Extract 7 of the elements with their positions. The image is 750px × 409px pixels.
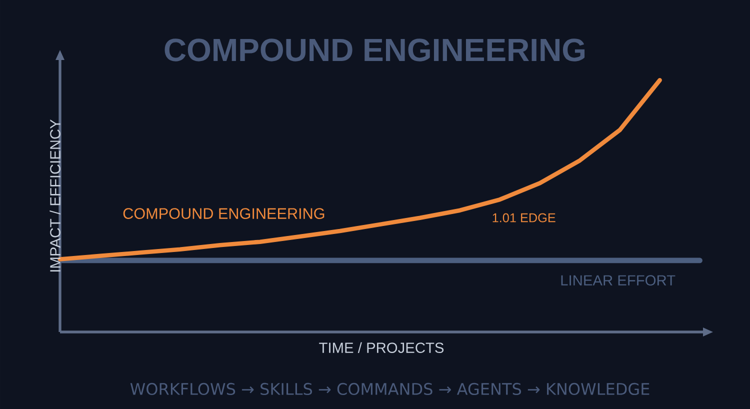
series-label: LINEAR EFFORT	[561, 275, 676, 286]
x-axis-title: TIME / PROJECTS	[319, 342, 444, 353]
y-axis-title: IMPACT / EFFICIENCY	[50, 119, 60, 272]
chart-title: COMPOUND ENGINEERING	[164, 38, 585, 62]
text: WORKFLOWS → SKILLS → COMMANDS → AGENTS → KNOWLEDGE	[130, 382, 650, 396]
annotation: 1.01 EDGE	[492, 213, 556, 222]
series-label: COMPOUND ENGINEERING	[123, 208, 324, 219]
